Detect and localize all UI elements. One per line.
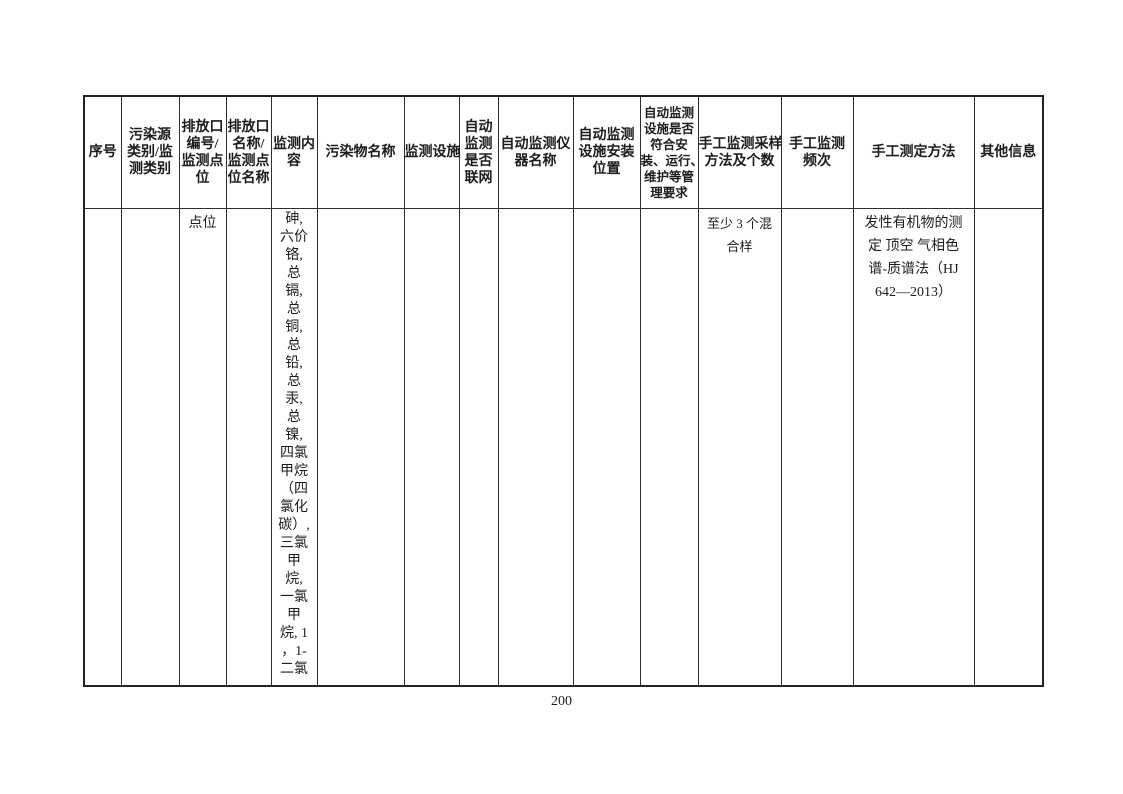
- col-outlet-number: 排放口 编号/ 监测点 位: [178, 95, 227, 209]
- table-row: 点位 砷, 六价 铬, 总 镉, 总 铜, 总 铅, 总 汞, 总 镍, 四氯 …: [83, 208, 1044, 687]
- col-manual-sampling-method: 手工监测采样 方法及个数: [697, 95, 783, 209]
- col-monitoring-facility: 监测设施: [403, 95, 461, 209]
- col-manual-determination-method: 手工测定方法: [852, 95, 975, 209]
- col-pollutant-name: 污染物名称: [316, 95, 405, 209]
- col-manual-frequency: 手工监测 频次: [780, 95, 854, 209]
- cell-auto-install-location: [572, 208, 641, 687]
- cell-outlet-name: [225, 208, 272, 687]
- col-monitoring-content: 监测内 容: [270, 95, 318, 209]
- cell-monitoring-content: 砷, 六价 铬, 总 镉, 总 铜, 总 铅, 总 汞, 总 镍, 四氯 甲烷 …: [270, 208, 318, 687]
- col-auto-instrument-name: 自动监测仪 器名称: [497, 95, 574, 209]
- col-auto-install-location: 自动监测 设施安装 位置: [572, 95, 641, 209]
- col-pollution-source-category: 污染源 类别/监 测类别: [120, 95, 180, 209]
- cell-other-info: [973, 208, 1044, 687]
- self-monitoring-table: 序号 污染源 类别/监 测类别 排放口 编号/ 监测点 位 排放口 名称/ 监测…: [83, 95, 1044, 687]
- cell-auto-compliance: [639, 208, 699, 687]
- cell-source-category: [120, 208, 180, 687]
- table-header-row: 序号 污染源 类别/监 测类别 排放口 编号/ 监测点 位 排放口 名称/ 监测…: [83, 95, 1044, 209]
- col-auto-compliance: 自动监测 设施是否 符合安 装、运行、 维护等管 理要求: [639, 95, 703, 209]
- cell-manual-frequency: [780, 208, 854, 687]
- cell-manual-determination-method: 发性有机物的测 定 顶空 气相色 谱-质谱法（HJ 642—2013）: [852, 208, 975, 687]
- cell-serial-number: [83, 208, 122, 687]
- cell-manual-sampling-method: 至少 3 个混 合样: [697, 208, 782, 687]
- col-outlet-name: 排放口 名称/ 监测点 位名称: [225, 95, 272, 209]
- col-auto-monitor-networked: 自动 监测 是否 联网: [458, 95, 499, 209]
- page-number: 200: [551, 694, 572, 709]
- cell-auto-monitor-networked: [458, 208, 499, 687]
- cell-monitoring-facility: [403, 208, 460, 687]
- cell-monitoring-point: 点位: [178, 208, 227, 687]
- col-serial-number: 序号: [83, 95, 122, 209]
- cell-auto-instrument-name: [497, 208, 574, 687]
- col-other-info: 其他信息: [973, 95, 1044, 209]
- cell-pollutant-name: [316, 208, 405, 687]
